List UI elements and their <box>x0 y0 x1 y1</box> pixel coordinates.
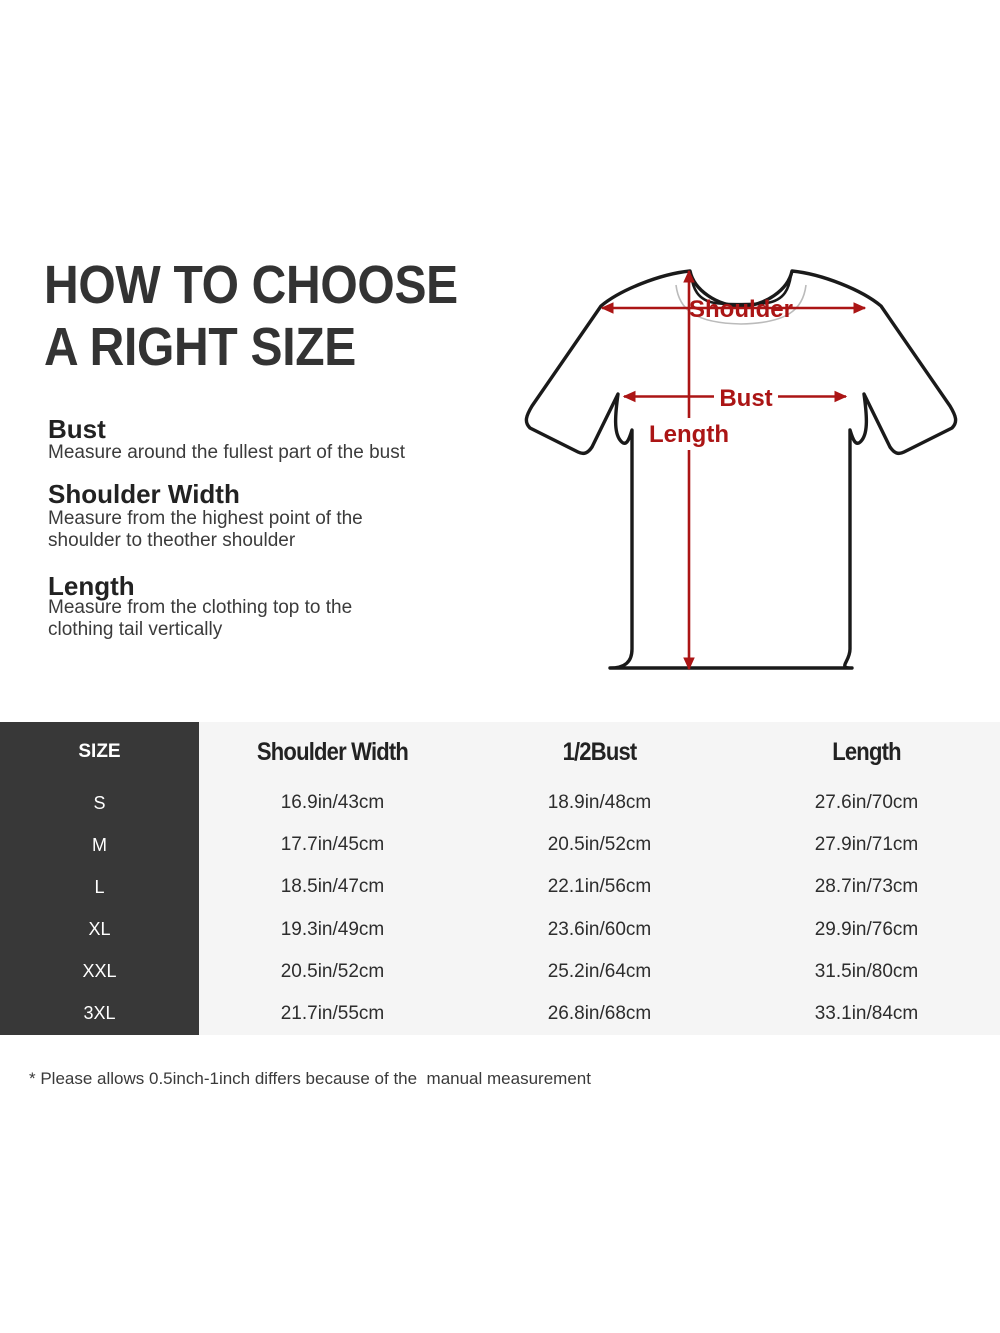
svg-text:Shoulder: Shoulder <box>689 296 793 323</box>
svg-text:Length: Length <box>649 421 729 448</box>
svg-text:Bust: Bust <box>719 385 772 412</box>
